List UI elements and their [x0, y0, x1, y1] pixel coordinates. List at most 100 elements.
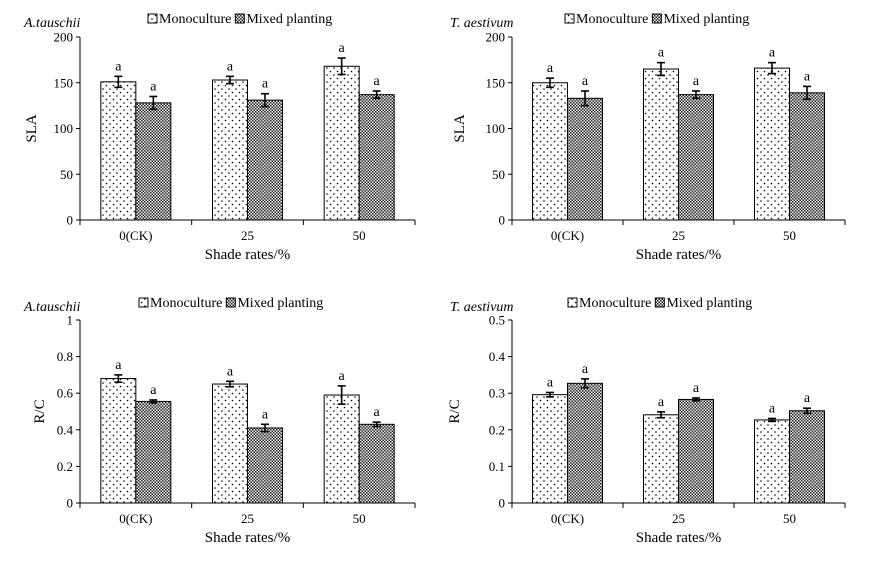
x-tick-label: 50 [353, 228, 366, 243]
x-tick-label: 25 [672, 511, 685, 526]
significance-label: a [804, 69, 811, 84]
bar [789, 92, 825, 221]
x-tick-label: 0(CK) [119, 511, 152, 526]
y-tick-label: 0.4 [57, 422, 74, 437]
panel-label: T. aestivum [450, 16, 514, 31]
legend-swatch-1 [564, 13, 575, 24]
x-tick-label: 0(CK) [551, 511, 584, 526]
legend-swatch-2 [225, 297, 236, 308]
y-tick-label: 0.3 [489, 386, 505, 401]
legend-swatch-1 [138, 297, 149, 308]
bar [358, 423, 395, 504]
bar [100, 378, 137, 504]
legend-swatch-1 [147, 13, 158, 24]
y-tick-label: 100 [486, 121, 506, 136]
y-axis-label: SLA [452, 114, 468, 143]
y-tick-label: 0.4 [489, 349, 506, 364]
bar [212, 79, 248, 221]
legend-swatch-2 [651, 13, 662, 24]
x-tick-label: 25 [672, 228, 685, 243]
significance-label: a [339, 369, 346, 384]
legend-label-1: Monoculture [159, 12, 231, 27]
significance-label: a [227, 364, 234, 379]
x-tick-label: 50 [783, 511, 796, 526]
significance-label: a [227, 59, 234, 74]
significance-label: a [769, 46, 776, 61]
legend-label-2: Mixed planting [246, 12, 332, 27]
x-axis-label: Shade rates/% [636, 530, 721, 546]
significance-label: a [582, 362, 589, 377]
bar [247, 99, 283, 221]
bar [567, 382, 603, 504]
x-tick-label: 50 [353, 511, 366, 526]
bar [135, 400, 172, 504]
bar [678, 94, 714, 221]
bar [789, 410, 825, 504]
y-tick-label: 0 [67, 496, 74, 511]
legend-label-2: Mixed planting [237, 296, 323, 311]
y-tick-label: 150 [486, 75, 506, 90]
bar [532, 394, 568, 504]
significance-label: a [658, 46, 665, 61]
significance-label: a [150, 383, 157, 398]
significance-label: a [769, 401, 776, 416]
legend-label-1: Monoculture [579, 296, 651, 311]
significance-label: a [150, 79, 157, 94]
significance-label: a [547, 375, 554, 390]
legend-label-1: Monoculture [150, 296, 222, 311]
x-tick-label: 50 [783, 228, 796, 243]
y-tick-label: 0.2 [57, 459, 73, 474]
chart-panel-2: T. aestivum Monoculture Mixed planting 0 50 1… [450, 12, 846, 263]
y-tick-label: 0 [67, 213, 74, 228]
legend-swatch-2 [234, 13, 245, 24]
significance-label: a [693, 381, 700, 396]
significance-label: a [262, 407, 269, 422]
chart-panel-4: T. aestivum Monoculture Mixed planting 0 0.1… [447, 296, 846, 546]
significance-label: a [374, 74, 381, 89]
significance-label: a [804, 391, 811, 406]
bar [643, 414, 679, 504]
bar [678, 398, 714, 504]
significance-label: a [658, 395, 665, 410]
x-axis-label: Shade rates/% [205, 530, 290, 546]
chart-panel-1: A.tauschii Monoculture Mixed planting 0 50 10… [23, 12, 416, 263]
y-axis-label: R/C [32, 399, 48, 423]
y-tick-label: 50 [60, 167, 73, 182]
panel-label: A.tauschii [23, 300, 80, 315]
x-axis-label: Shade rates/% [636, 247, 721, 263]
bar [323, 394, 360, 504]
y-tick-label: 0.1 [489, 459, 505, 474]
bar [754, 419, 790, 504]
y-tick-label: 0.6 [57, 386, 74, 401]
y-tick-label: 0.5 [489, 313, 505, 328]
bar [212, 383, 248, 504]
legend-swatch-1 [567, 297, 578, 308]
bar [358, 94, 395, 221]
x-tick-label: 25 [241, 511, 254, 526]
significance-label: a [374, 405, 381, 420]
x-tick-label: 0(CK) [551, 228, 584, 243]
y-axis-label: SLA [24, 114, 40, 143]
bar [135, 102, 172, 221]
significance-label: a [115, 59, 122, 74]
y-tick-label: 0 [499, 496, 506, 511]
significance-label: a [115, 358, 122, 373]
y-tick-label: 100 [54, 121, 74, 136]
x-tick-label: 25 [241, 228, 254, 243]
y-tick-label: 0.8 [57, 349, 73, 364]
bar [532, 82, 568, 221]
significance-label: a [693, 74, 700, 89]
bar [323, 65, 360, 221]
x-axis-label: Shade rates/% [205, 247, 290, 263]
y-tick-label: 50 [492, 167, 505, 182]
significance-label: a [262, 77, 269, 92]
significance-label: a [339, 41, 346, 56]
bar [247, 427, 283, 504]
legend-label-2: Mixed planting [663, 12, 749, 27]
y-tick-label: 150 [54, 75, 74, 90]
significance-label: a [582, 74, 589, 89]
y-tick-label: 200 [486, 30, 506, 45]
bar [754, 67, 790, 221]
